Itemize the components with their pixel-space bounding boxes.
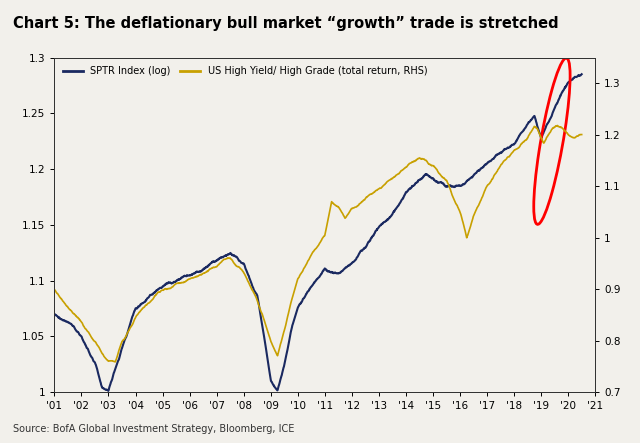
Legend: SPTR Index (log), US High Yield/ High Grade (total return, RHS): SPTR Index (log), US High Yield/ High Gr… <box>60 62 431 80</box>
Text: Chart 5: The deflationary bull market “growth” trade is stretched: Chart 5: The deflationary bull market “g… <box>13 16 559 31</box>
Text: Source: BofA Global Investment Strategy, Bloomberg, ICE: Source: BofA Global Investment Strategy,… <box>13 424 294 434</box>
